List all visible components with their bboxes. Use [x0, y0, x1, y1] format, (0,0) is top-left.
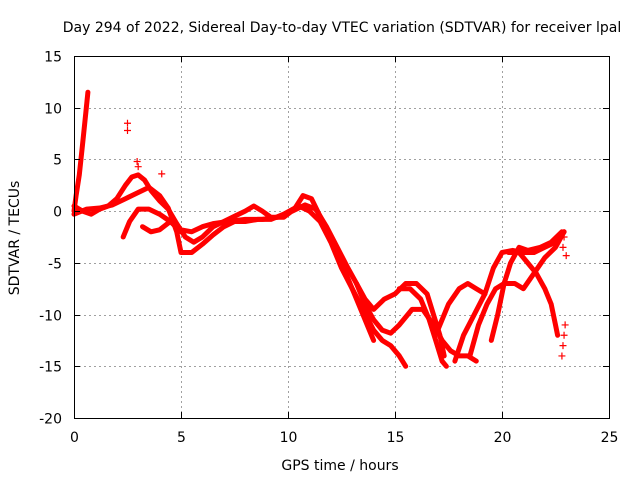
x-tick-label: 5	[177, 430, 186, 446]
x-tick-label: 10	[280, 430, 298, 446]
y-tick-label: -10	[39, 309, 62, 325]
x-tick-label: 0	[70, 430, 79, 446]
plus-marker	[559, 342, 567, 350]
chart-title: Day 294 of 2022, Sidereal Day-to-day VTE…	[63, 20, 621, 36]
series-s12	[505, 250, 561, 338]
y-tick-label: -20	[39, 412, 62, 428]
y-tick-label: 0	[53, 205, 62, 221]
x-axis-label: GPS time / hours	[281, 458, 398, 474]
plot-frame	[74, 56, 610, 419]
y-tick-label: -5	[48, 257, 62, 273]
y-axis-label: SDTVAR / TECUs	[7, 181, 23, 296]
series-s10	[467, 229, 567, 359]
series-s7	[396, 286, 449, 369]
marker-layer	[124, 119, 570, 360]
plus-marker	[559, 243, 567, 251]
plus-marker	[124, 126, 131, 134]
x-tick-label: 15	[387, 430, 405, 446]
plus-marker	[124, 119, 131, 127]
plus-marker	[558, 352, 566, 360]
series-s5	[140, 219, 184, 235]
series-layer	[71, 89, 567, 369]
grid-layer	[74, 56, 609, 418]
y-tick-label: 5	[53, 153, 62, 169]
y-tick-label: -15	[39, 360, 62, 376]
plus-marker	[158, 170, 166, 178]
x-tick-label: 25	[601, 430, 619, 446]
plus-marker	[133, 157, 141, 165]
series-s11	[488, 229, 565, 343]
series-s8	[435, 281, 488, 333]
plus-marker	[561, 321, 569, 329]
plus-marker	[562, 252, 570, 260]
x-tick-label: 20	[494, 430, 512, 446]
y-tick-label: 15	[44, 50, 62, 66]
plus-marker	[134, 163, 142, 171]
series-s6	[354, 281, 447, 359]
plus-marker	[560, 233, 568, 241]
series-s1	[71, 89, 91, 214]
tick-layer: 0 5 10 15 20 25 15 10 5 0 -5 -10 -15 -20	[39, 50, 618, 447]
plus-marker	[560, 331, 568, 339]
y-tick-label: 10	[44, 102, 62, 118]
